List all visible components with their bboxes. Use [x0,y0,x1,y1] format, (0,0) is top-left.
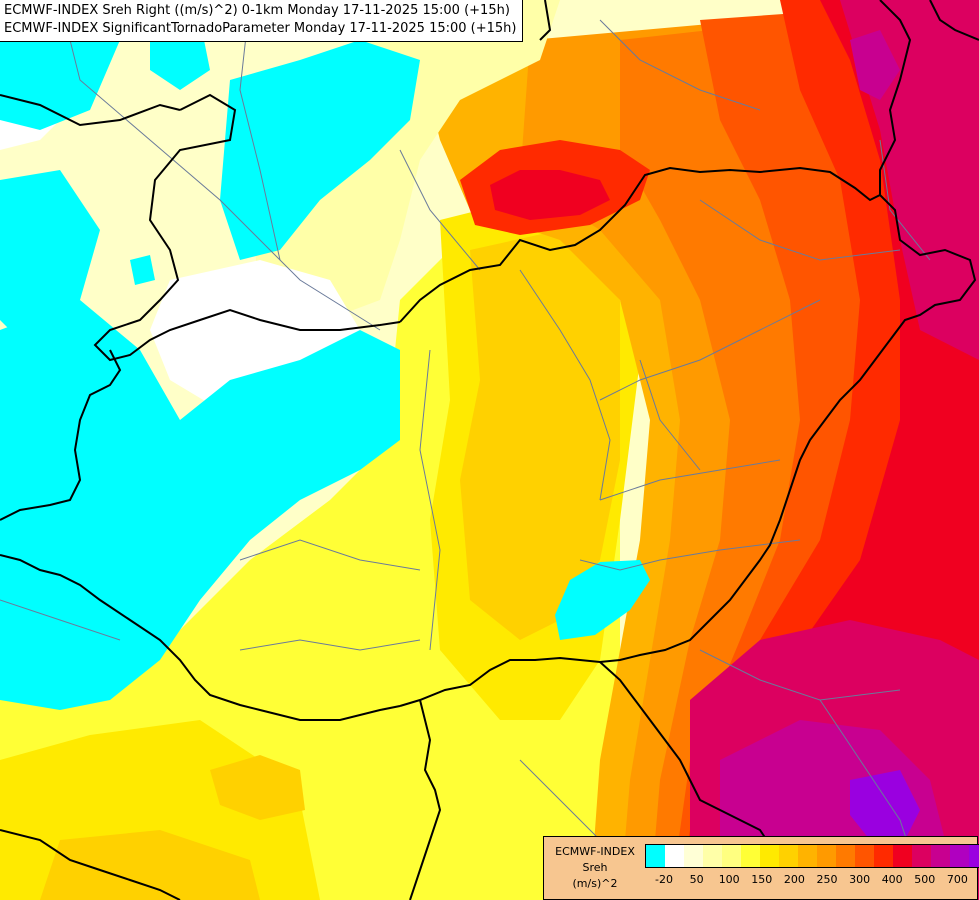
legend-swatch [703,845,722,867]
amber-patch-southwest [210,755,305,820]
violet-core-southeast [850,770,920,840]
national-border [599,661,771,846]
map-title-box: ECMWF-INDEX Sreh Right ((m/s)^2) 0-1km M… [0,0,524,42]
regional-border [59,0,381,331]
national-border [93,93,401,362]
legend-tick: 100 [718,873,740,886]
crimson-hotspot-north [490,170,610,220]
national-border [0,554,401,721]
legend-variable: Sreh [582,861,608,874]
legend-tick: 200 [783,873,805,886]
legend-tick: 250 [816,873,838,886]
regional-border [239,0,281,261]
legend-source: ECMWF-INDEX [555,845,635,858]
national-border [879,0,912,195]
national-border [409,699,442,900]
legend-swatch [912,845,931,867]
legend-tick: 300 [849,873,871,886]
legend-swatch [760,845,779,867]
legend-tick: 400 [881,873,903,886]
legend-tick: -20 [655,873,673,886]
legend-color-scale [645,844,979,868]
cyan-zone-north-central [220,40,420,260]
regional-border [699,199,901,261]
legend-swatch [798,845,817,867]
legend-swatch [950,845,969,867]
national-border [399,194,977,707]
legend-swatch [665,845,684,867]
cyan-zone-west [0,170,100,340]
amber-patch-bottom [40,830,260,900]
national-border [0,829,181,900]
cyan-patch-small [130,255,155,285]
legend-units: (m/s)^2 [572,877,618,890]
regional-border [0,599,121,641]
legend-swatch [874,845,893,867]
regional-border [399,149,481,271]
legend-swatch [817,845,836,867]
legend-swatch [893,845,912,867]
legend-tick: 50 [689,873,704,886]
regional-border [599,299,821,401]
national-border [399,166,881,323]
amber-zone-central [460,230,620,640]
legend-tick-labels: -20 50 100 150 200 250 300 400 500 700 [645,873,968,887]
legend-swatch [855,845,874,867]
regional-border [639,359,701,471]
legend-tick: 150 [751,873,773,886]
purple-patch-north [850,30,900,100]
legend-swatch [969,845,979,867]
legend-swatch [684,845,703,867]
cyan-patch-central-south [555,560,650,640]
regional-border [239,639,421,651]
legend-swatch [741,845,760,867]
regional-border [579,539,801,571]
legend-tick: 500 [914,873,936,886]
cyan-zone-central-west [0,300,400,710]
title-line-2: ECMWF-INDEX SignificantTornadoParameter … [4,21,517,36]
national-border [0,349,122,521]
regional-border [699,649,901,701]
regional-border [519,269,611,501]
legend-swatch [931,845,950,867]
legend-swatch [646,845,665,867]
national-border [929,0,979,41]
legend-swatch [722,845,741,867]
legend-swatch [836,845,855,867]
regional-border [599,459,781,501]
color-legend: ECMWF-INDEX Sreh (m/s)^2 -20 50 100 150 200 2… [543,836,979,900]
national-border [0,94,181,127]
title-line-1: ECMWF-INDEX Sreh Right ((m/s)^2) 0-1km M… [4,3,510,18]
legend-tick: 700 [946,873,968,886]
regional-border [599,19,761,111]
regional-border [419,349,441,651]
national-border [539,0,552,41]
regional-border [239,539,421,571]
legend-swatch [779,845,798,867]
